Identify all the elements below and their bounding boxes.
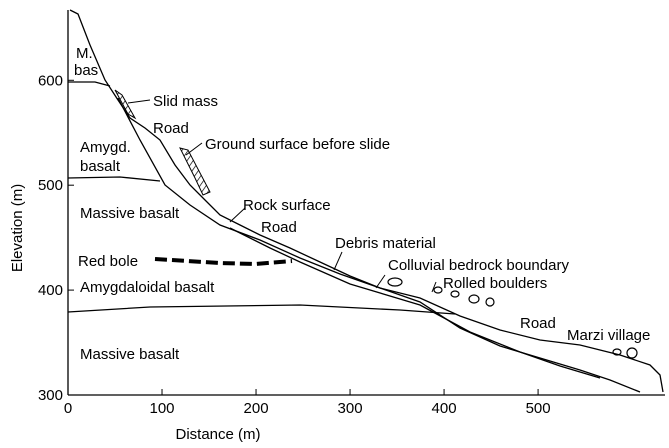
x-axis-label: Distance (m): [175, 426, 260, 443]
red-bole: [154, 257, 293, 267]
debris-base: [117, 97, 641, 393]
layer-boundary: [68, 81, 111, 87]
label: Rolled boulders: [443, 275, 547, 292]
label: Marzi village: [567, 327, 650, 344]
layer-boundary: [67, 176, 161, 182]
rock-surface: [229, 227, 601, 379]
x-tick-label: 100: [150, 400, 175, 417]
x-tick-label: 300: [338, 400, 363, 417]
label: Road: [520, 315, 556, 332]
geology: [67, 9, 664, 393]
label: M.: [76, 45, 93, 62]
y-tick-label: 500: [38, 177, 63, 194]
label: Colluvial bedrock boundary: [388, 257, 569, 274]
label: Massive basalt: [80, 205, 180, 222]
boulders: [387, 277, 638, 359]
y-tick-label: 400: [38, 282, 63, 299]
y-tick-label: 300: [38, 387, 63, 404]
label: Red bole: [78, 253, 138, 270]
leader-lines: [127, 99, 437, 293]
x-tick-label: 200: [244, 400, 269, 417]
x-tick-label: 400: [432, 400, 457, 417]
label: basalt: [80, 158, 121, 175]
labels: M. bas Slid mass Road Ground surface bef…: [74, 45, 650, 363]
layer-boundary: [67, 304, 456, 315]
label: Debris material: [335, 235, 436, 252]
y-tick-label: 600: [38, 72, 63, 89]
x-tick-label: 0: [64, 400, 72, 417]
label: bas: [74, 62, 98, 79]
label: Massive basalt: [80, 346, 180, 363]
y-axis-label: Elevation (m): [9, 184, 26, 272]
label: Amygdaloidal basalt: [80, 279, 215, 296]
x-tick-label: 500: [526, 400, 551, 417]
label: Amygd.: [80, 139, 131, 156]
label: Road: [261, 219, 297, 236]
label: Slid mass: [153, 93, 218, 110]
slid-mass: [179, 147, 211, 196]
slid-mass: [114, 89, 137, 120]
label: Road: [153, 120, 189, 137]
label: Rock surface: [243, 197, 331, 214]
label: Ground surface before slide: [205, 136, 390, 153]
